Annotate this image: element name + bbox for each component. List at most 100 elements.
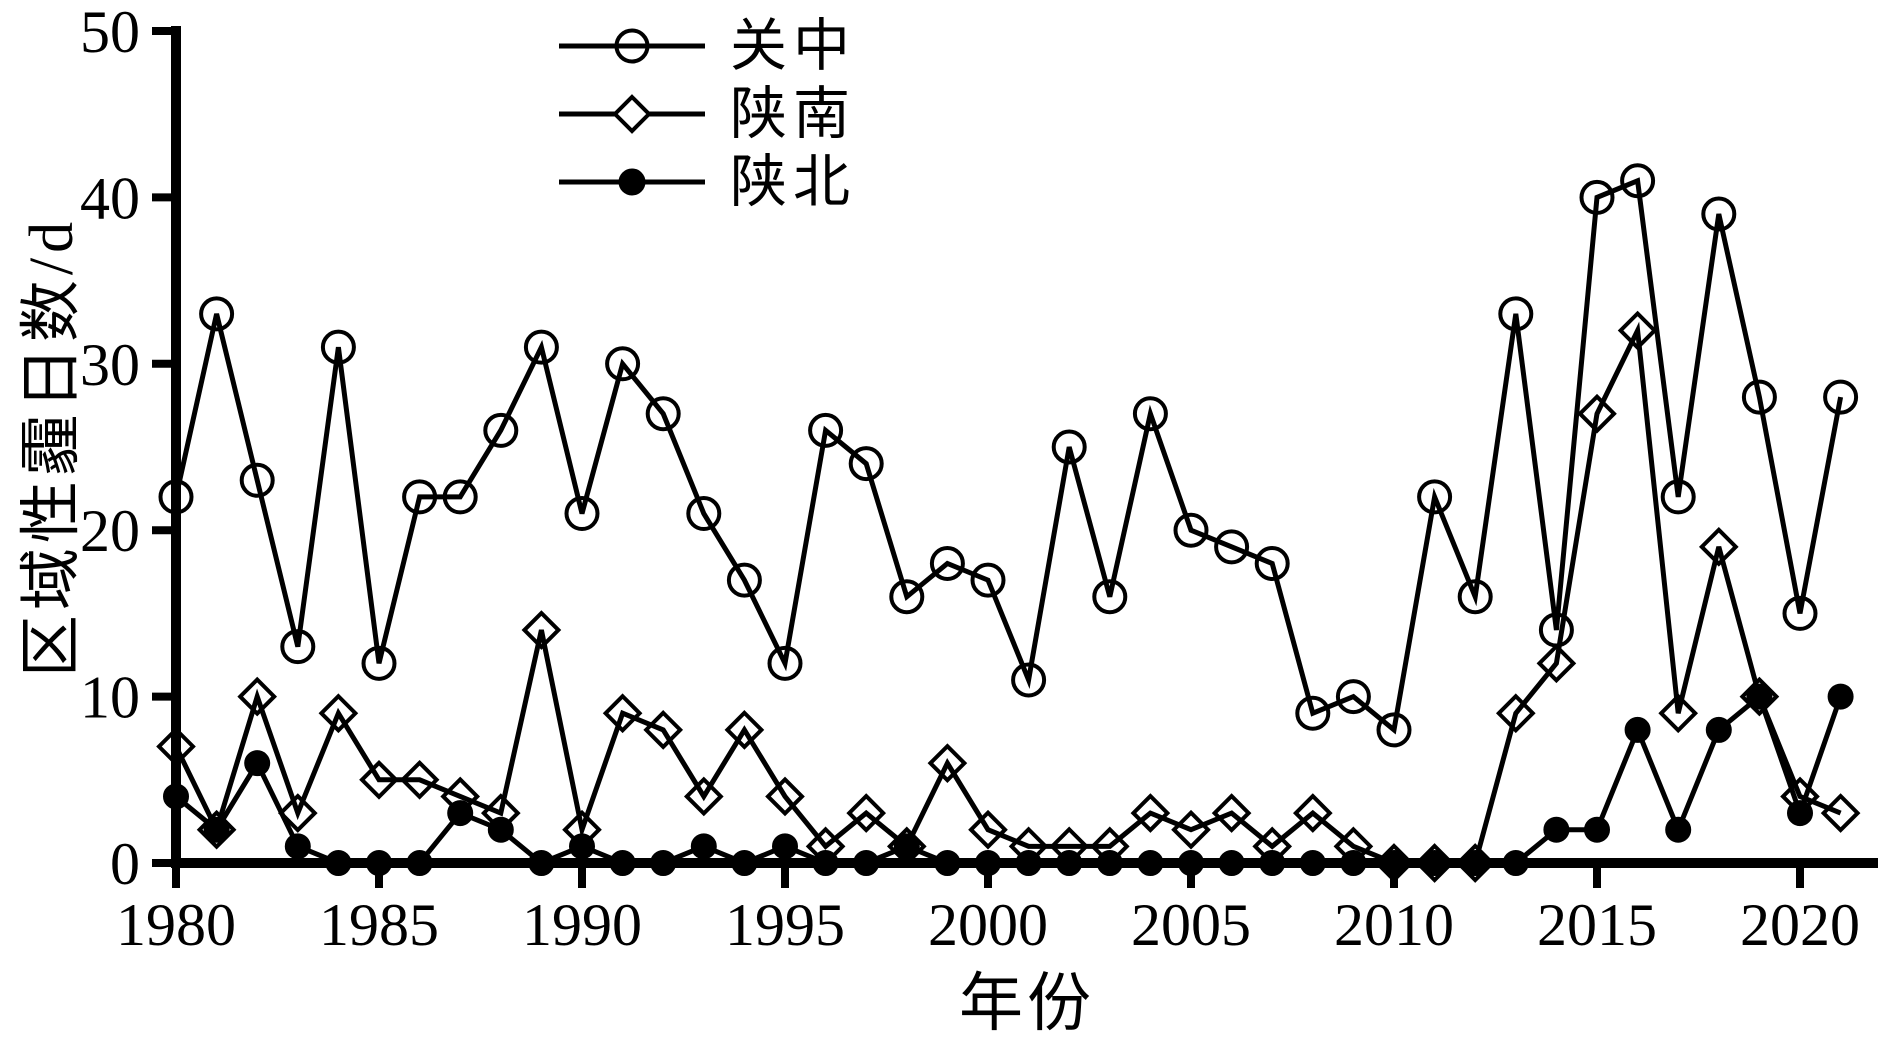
data-point-marker bbox=[767, 645, 803, 681]
x-tick-label: 1980 bbox=[116, 892, 236, 958]
y-tick-label: 20 bbox=[80, 498, 140, 564]
data-point-marker bbox=[812, 850, 839, 876]
series-markers-2 bbox=[163, 683, 1854, 876]
data-point-marker bbox=[1259, 850, 1286, 876]
data-point-marker bbox=[1741, 379, 1777, 415]
data-point-marker bbox=[1701, 196, 1737, 232]
series-line-0 bbox=[173, 177, 1844, 735]
data-point-marker bbox=[1584, 816, 1610, 843]
data-point-marker bbox=[1543, 816, 1570, 843]
data-point-marker bbox=[724, 710, 765, 750]
data-point-marker bbox=[521, 610, 562, 650]
x-axis-title: 年份 bbox=[959, 968, 1095, 1039]
data-point-marker bbox=[359, 759, 399, 800]
legend-label: 陕南 bbox=[730, 82, 856, 146]
data-point-marker bbox=[1498, 296, 1534, 332]
y-tick-label: 0 bbox=[110, 831, 140, 897]
data-point-marker bbox=[1376, 712, 1412, 748]
data-point-marker bbox=[1579, 179, 1615, 215]
data-point-marker bbox=[1295, 695, 1331, 731]
data-point-marker bbox=[1658, 693, 1699, 734]
x-tick-label: 1995 bbox=[725, 892, 845, 958]
data-point-marker bbox=[1417, 479, 1453, 515]
x-tick-label: 2015 bbox=[1537, 892, 1657, 958]
data-point-marker bbox=[1665, 816, 1692, 843]
data-point-marker bbox=[690, 833, 717, 860]
data-point-marker bbox=[765, 776, 805, 817]
series-line-1 bbox=[173, 321, 1842, 866]
data-point-marker bbox=[726, 562, 762, 598]
data-point-marker bbox=[853, 850, 880, 876]
data-point-marker bbox=[239, 462, 275, 498]
data-point-marker bbox=[1340, 850, 1367, 876]
data-point-marker bbox=[1292, 793, 1333, 833]
diamond-open-marker-icon bbox=[559, 94, 705, 134]
legend-item-shannan: 陕南 bbox=[558, 80, 856, 148]
x-tick-label: 1985 bbox=[319, 892, 439, 958]
data-point-marker bbox=[1132, 396, 1168, 432]
series-path bbox=[173, 177, 1844, 735]
data-point-marker bbox=[808, 412, 844, 448]
data-point-marker bbox=[406, 850, 433, 876]
data-point-marker bbox=[569, 833, 595, 860]
data-point-marker bbox=[1462, 850, 1489, 876]
data-point-marker bbox=[199, 296, 235, 332]
data-point-marker bbox=[609, 850, 636, 876]
data-point-marker bbox=[523, 329, 559, 365]
data-point-marker bbox=[203, 816, 230, 843]
legend: 关中 陕南 陕北 bbox=[558, 12, 856, 216]
data-point-marker bbox=[848, 446, 884, 482]
data-point-marker bbox=[1011, 662, 1047, 698]
data-point-marker bbox=[442, 479, 478, 515]
data-point-marker bbox=[934, 850, 961, 876]
legend-item-shanbei: 陕北 bbox=[558, 148, 856, 216]
data-point-marker bbox=[280, 629, 316, 665]
data-point-marker bbox=[528, 850, 555, 876]
data-point-marker bbox=[686, 496, 722, 532]
data-point-marker bbox=[1137, 850, 1164, 876]
x-tick-label: 2000 bbox=[928, 892, 1048, 958]
data-point-marker bbox=[237, 676, 278, 717]
data-point-marker bbox=[772, 833, 798, 860]
y-tick-label: 30 bbox=[80, 332, 140, 398]
data-point-marker bbox=[244, 750, 271, 777]
data-point-marker bbox=[1299, 850, 1326, 876]
data-point-marker bbox=[1624, 716, 1651, 743]
data-point-marker bbox=[683, 776, 724, 817]
data-point-marker bbox=[399, 759, 440, 800]
data-point-marker bbox=[889, 579, 925, 615]
circle-filled-marker-icon bbox=[559, 168, 705, 196]
data-point-marker bbox=[361, 645, 397, 681]
data-point-marker bbox=[650, 850, 677, 876]
data-point-marker bbox=[846, 793, 887, 833]
data-point-marker bbox=[1536, 643, 1577, 684]
data-point-marker bbox=[1211, 793, 1252, 833]
y-tick-label: 50 bbox=[80, 0, 140, 65]
x-tick-label: 2020 bbox=[1740, 892, 1860, 958]
data-point-marker bbox=[1421, 850, 1448, 876]
data-point-marker bbox=[1705, 716, 1732, 743]
data-point-marker bbox=[1782, 595, 1818, 631]
data-point-marker bbox=[1130, 793, 1171, 833]
legend-label: 陕北 bbox=[730, 150, 856, 214]
data-point-marker bbox=[156, 726, 196, 767]
data-point-marker bbox=[731, 850, 758, 876]
data-point-marker bbox=[1015, 850, 1042, 876]
data-point-marker bbox=[1820, 793, 1861, 833]
data-point-marker bbox=[1056, 850, 1083, 876]
data-point-marker bbox=[320, 329, 356, 365]
data-point-marker bbox=[605, 346, 641, 382]
data-point-marker bbox=[1051, 429, 1087, 465]
data-point-marker bbox=[968, 809, 1008, 850]
data-point-marker bbox=[1171, 809, 1211, 850]
x-tick-label: 1990 bbox=[522, 892, 642, 958]
data-point-marker bbox=[1787, 800, 1813, 827]
data-point-marker bbox=[1335, 679, 1371, 715]
legend-item-guanzhong: 关中 bbox=[558, 12, 856, 80]
data-point-marker bbox=[1495, 693, 1536, 734]
data-point-marker bbox=[1577, 393, 1617, 434]
data-point-marker bbox=[1502, 850, 1529, 876]
data-point-marker bbox=[277, 793, 318, 833]
